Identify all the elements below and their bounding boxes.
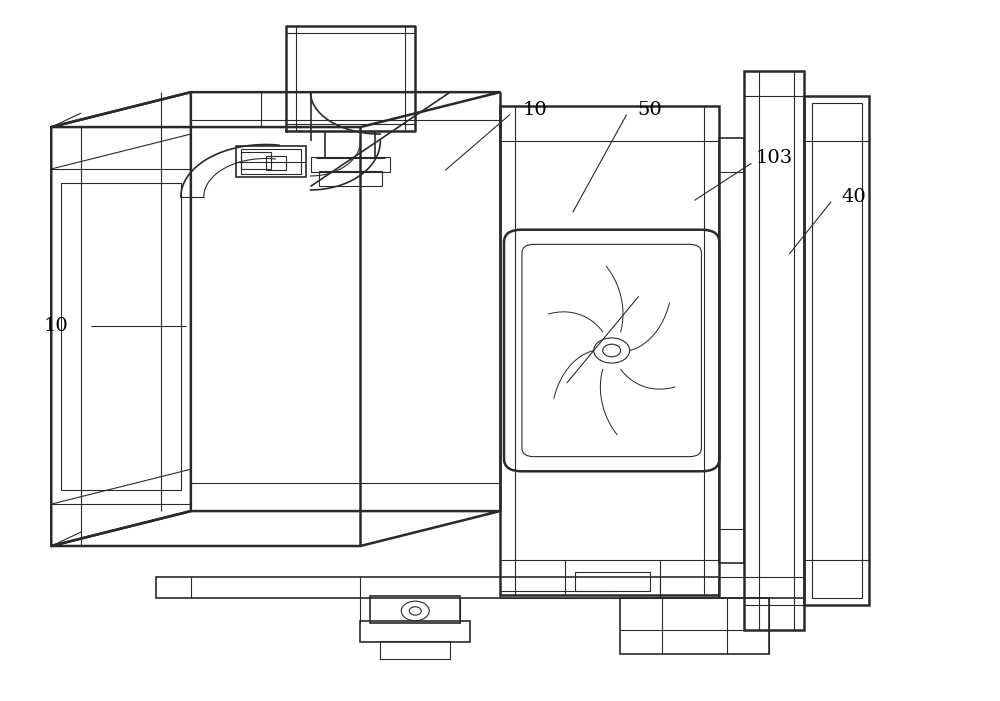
Bar xyxy=(804,95,869,606)
Bar xyxy=(380,641,450,659)
Bar xyxy=(241,149,301,174)
Text: 40: 40 xyxy=(842,188,866,206)
Bar xyxy=(744,72,804,629)
Bar xyxy=(812,102,862,599)
Bar xyxy=(156,578,719,599)
Text: 10: 10 xyxy=(44,317,69,335)
Bar xyxy=(319,171,382,186)
Bar xyxy=(620,599,769,654)
Text: 50: 50 xyxy=(637,101,662,118)
Bar xyxy=(311,157,390,172)
Bar xyxy=(266,156,286,170)
Bar xyxy=(575,572,650,592)
Bar xyxy=(360,621,470,642)
Text: 103: 103 xyxy=(756,149,793,168)
Bar xyxy=(370,597,460,622)
Bar xyxy=(500,106,719,595)
Bar xyxy=(719,137,744,564)
Bar xyxy=(241,151,271,169)
Bar xyxy=(236,146,306,177)
Text: 10: 10 xyxy=(523,101,547,118)
